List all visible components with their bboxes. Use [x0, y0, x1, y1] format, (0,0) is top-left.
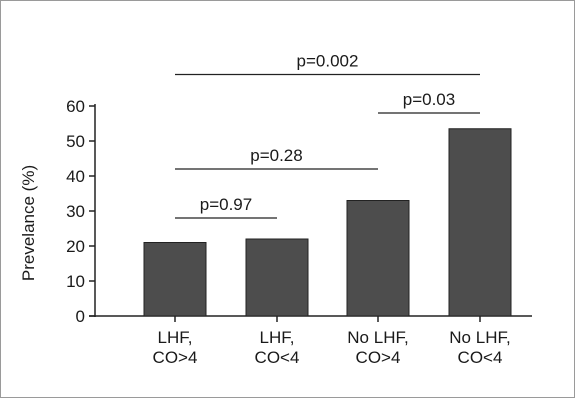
y-tick-label: 50	[66, 132, 85, 151]
bar	[143, 242, 207, 317]
x-tick-label: LHF,	[158, 328, 193, 347]
y-axis-label: Prevelance (%)	[19, 165, 38, 281]
bar	[448, 128, 512, 317]
y-tick-label: 20	[66, 237, 85, 256]
bar	[346, 200, 410, 317]
x-tick-label: CO<4	[458, 348, 503, 367]
y-tick-label: 0	[76, 307, 85, 326]
y-ticks: 0 10 20 30 40 50 60	[66, 97, 95, 326]
bar	[245, 238, 309, 317]
p-value-label: p=0.28	[250, 146, 302, 165]
y-tick-label: 60	[66, 97, 85, 116]
x-tick-label: CO<4	[255, 348, 300, 367]
x-tick-label: CO>4	[153, 348, 198, 367]
x-tick-label: CO>4	[356, 348, 401, 367]
x-tick-label: LHF,	[260, 328, 295, 347]
annotations: p=0.97 p=0.28 p=0.03 p=0.002	[175, 52, 480, 219]
p-value-label: p=0.97	[200, 195, 252, 214]
p-value-label: p=0.03	[403, 90, 455, 109]
x-tick-label: No LHF,	[449, 328, 510, 347]
x-tick-label: No LHF,	[347, 328, 408, 347]
y-tick-label: 10	[66, 272, 85, 291]
p-value-label: p=0.002	[297, 52, 359, 71]
bars	[143, 128, 512, 322]
y-tick-label: 30	[66, 202, 85, 221]
y-tick-label: 40	[66, 167, 85, 186]
